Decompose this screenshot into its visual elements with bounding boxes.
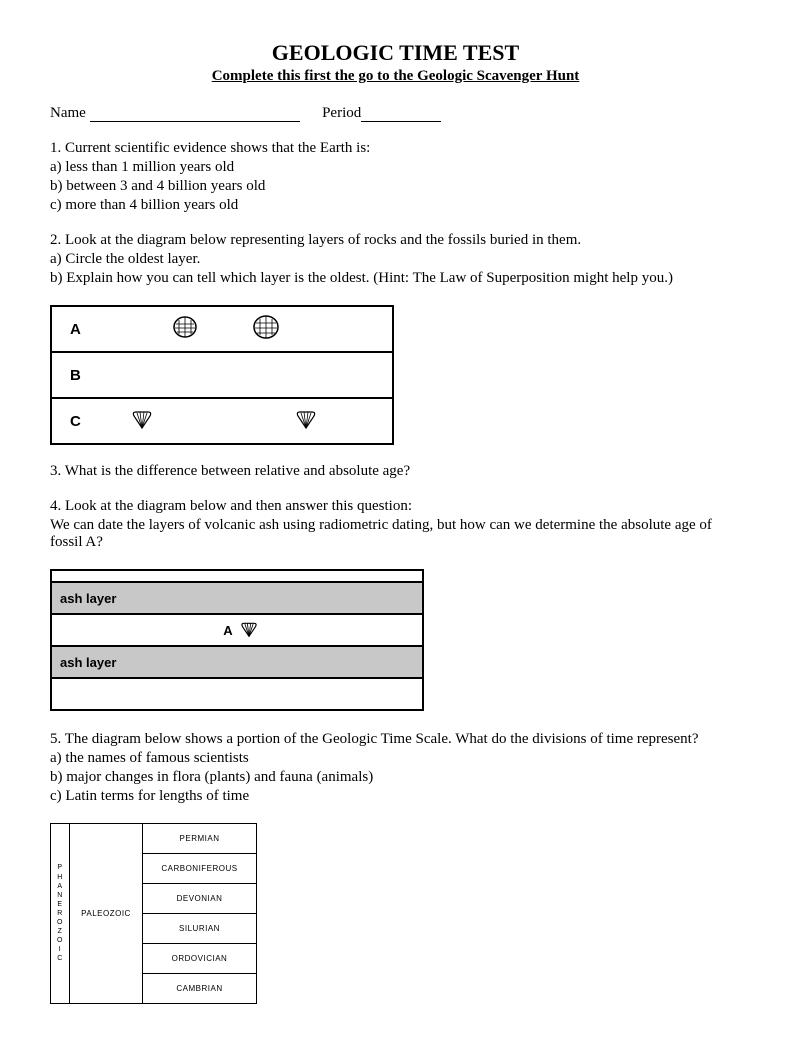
shell-icon xyxy=(130,408,154,435)
periods-column: PERMIAN CARBONIFEROUS DEVONIAN SILURIAN … xyxy=(143,824,256,1003)
q5-prompt: 5. The diagram below shows a portion of … xyxy=(50,731,741,748)
period-label: Period xyxy=(322,105,361,121)
period-permian: PERMIAN xyxy=(143,824,256,854)
trilobite-icon xyxy=(170,314,200,345)
period-silurian: SILURIAN xyxy=(143,914,256,944)
question-4: 4. Look at the diagram below and then an… xyxy=(50,498,741,551)
eon-label: PHANEROZOIC xyxy=(57,863,63,963)
name-blank[interactable] xyxy=(90,107,300,122)
q2-prompt: 2. Look at the diagram below representin… xyxy=(50,232,741,249)
q2-b: b) Explain how you can tell which layer … xyxy=(50,270,741,287)
shell-icon xyxy=(294,408,318,435)
layer-a-label: A xyxy=(70,321,100,338)
ash-layer-1: ash layer xyxy=(52,583,422,615)
name-label: Name xyxy=(50,105,86,121)
q3-prompt: 3. What is the difference between relati… xyxy=(50,463,741,480)
period-devonian: DEVONIAN xyxy=(143,884,256,914)
layer-b: B xyxy=(52,353,392,399)
page-subtitle: Complete this first the go to the Geolog… xyxy=(50,68,741,85)
layer-c: C xyxy=(52,399,392,443)
q5-option-c: c) Latin terms for lengths of time xyxy=(50,788,741,805)
ash-top-gap xyxy=(52,571,422,583)
question-2: 2. Look at the diagram below representin… xyxy=(50,232,741,287)
period-ordovician: ORDOVICIAN xyxy=(143,944,256,974)
q1-option-b: b) between 3 and 4 billion years old xyxy=(50,178,741,195)
question-5: 5. The diagram below shows a portion of … xyxy=(50,731,741,805)
q4-text: We can date the layers of volcanic ash u… xyxy=(50,517,741,551)
eon-column: PHANEROZOIC xyxy=(51,824,70,1003)
q1-option-a: a) less than 1 million years old xyxy=(50,159,741,176)
geologic-time-scale-diagram: PHANEROZOIC PALEOZOIC PERMIAN CARBONIFER… xyxy=(50,823,257,1004)
page-title: GEOLOGIC TIME TEST xyxy=(50,40,741,66)
layer-b-label: B xyxy=(70,367,100,384)
ash-layer-2: ash layer xyxy=(52,647,422,679)
q1-option-c: c) more than 4 billion years old xyxy=(50,197,741,214)
q5-option-b: b) major changes in flora (plants) and f… xyxy=(50,769,741,786)
ash-bottom-gap xyxy=(52,679,422,709)
era-label: PALEOZOIC xyxy=(81,909,131,918)
q5-option-a: a) the names of famous scientists xyxy=(50,750,741,767)
fossil-a-row: A xyxy=(52,615,422,647)
fossil-a-label: A xyxy=(223,623,232,638)
shell-icon xyxy=(239,620,259,641)
name-period-row: Name Period xyxy=(50,105,741,122)
period-blank[interactable] xyxy=(361,107,441,122)
rock-layers-diagram: A B C xyxy=(50,305,394,445)
q2-a: a) Circle the oldest layer. xyxy=(50,251,741,268)
period-carboniferous: CARBONIFEROUS xyxy=(143,854,256,884)
layer-c-label: C xyxy=(70,413,100,430)
era-column: PALEOZOIC xyxy=(70,824,143,1003)
trilobite-icon xyxy=(250,313,282,346)
question-1: 1. Current scientific evidence shows tha… xyxy=(50,140,741,214)
question-3: 3. What is the difference between relati… xyxy=(50,463,741,480)
period-cambrian: CAMBRIAN xyxy=(143,974,256,1003)
q1-prompt: 1. Current scientific evidence shows tha… xyxy=(50,140,741,157)
layer-a: A xyxy=(52,307,392,353)
q4-prompt: 4. Look at the diagram below and then an… xyxy=(50,498,741,515)
ash-layers-diagram: ash layer A ash layer xyxy=(50,569,424,711)
